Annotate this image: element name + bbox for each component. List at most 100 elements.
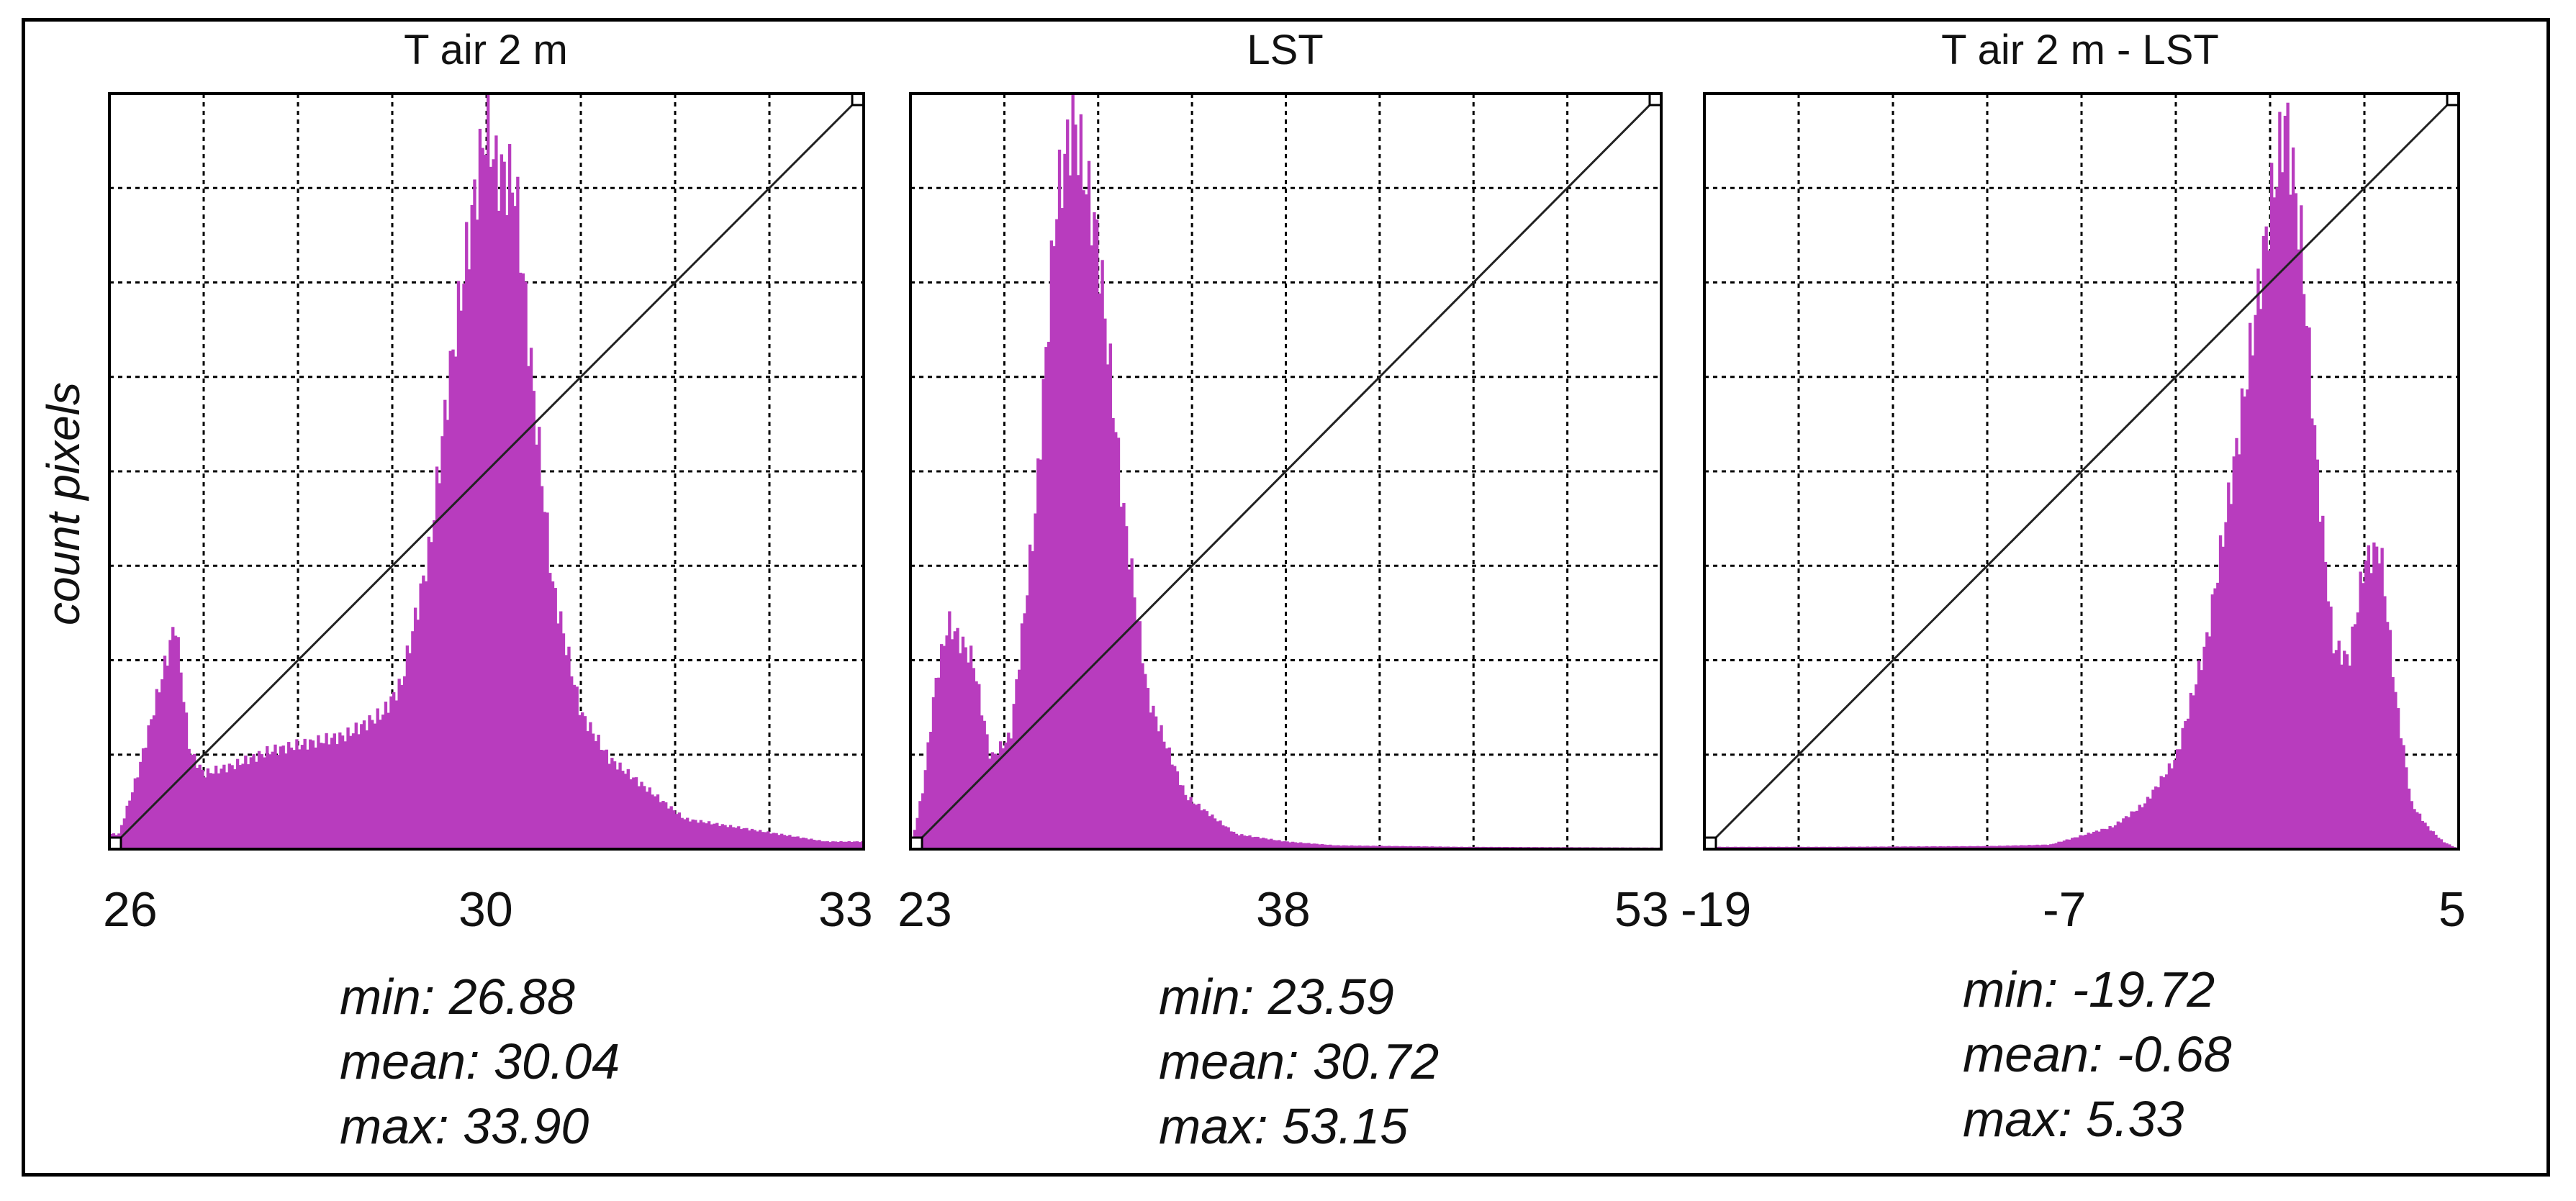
histogram-bar (481, 148, 484, 850)
histogram-bar (2038, 845, 2042, 849)
histogram-bar (473, 179, 476, 849)
histogram-bar (1401, 846, 1404, 849)
histogram-bar (233, 769, 237, 849)
histogram-bar (2043, 844, 2047, 849)
histogram-bar (1090, 245, 1093, 849)
histogram-bar (2426, 826, 2430, 849)
histogram-bar (1981, 846, 1985, 849)
histogram-bar (1036, 458, 1040, 849)
histogram-bar (1183, 794, 1188, 849)
histogram-bar (578, 715, 582, 849)
histogram-bar (513, 206, 517, 849)
histogram-bar (597, 735, 600, 849)
histogram-bar (2192, 695, 2195, 849)
histogram-bar (589, 722, 592, 849)
histogram-bar (685, 817, 690, 849)
histogram-bar (284, 753, 288, 849)
histogram-bar (1194, 805, 1198, 849)
histogram-bar (448, 350, 452, 849)
histogram-bar (1326, 845, 1329, 849)
histogram-bar (2264, 226, 2268, 849)
histogram-bar (2197, 660, 2201, 849)
histogram-bar (1047, 342, 1051, 850)
histogram-bar (327, 744, 331, 849)
histogram-bar (1012, 704, 1016, 849)
histogram-bar (2178, 749, 2182, 849)
histogram-bar (2372, 542, 2376, 849)
histogram-bar (1152, 705, 1155, 849)
histogram-bar (1261, 838, 1265, 849)
histogram-bar (1085, 194, 1088, 849)
histogram-bar (187, 748, 191, 849)
histogram-bar (723, 825, 727, 849)
histogram-bar (1031, 551, 1034, 849)
histogram-bar (844, 841, 849, 849)
histogram-bar (1938, 846, 1942, 849)
histogram-bar (2399, 738, 2403, 849)
histogram-bar (2369, 573, 2373, 849)
histogram-bar (688, 821, 692, 849)
histogram-bar (942, 645, 946, 849)
histogram-bar (591, 733, 595, 849)
histogram-bar (289, 747, 294, 849)
histogram-bar (1342, 845, 1346, 849)
histogram-bar (1301, 843, 1306, 849)
histogram-bar (1393, 846, 1396, 849)
histogram-bar (368, 715, 371, 849)
histogram-bar (2017, 846, 2020, 849)
histogram-bar (559, 611, 563, 849)
histogram-bar (645, 792, 649, 849)
histogram-bar (184, 712, 189, 849)
histogram-bar (2229, 504, 2233, 849)
histogram-bar (459, 310, 463, 850)
histogram-bar (2127, 817, 2130, 849)
histogram-bar (325, 733, 328, 849)
histogram-bar (252, 754, 256, 849)
histogram-plot (909, 92, 1663, 851)
histogram-bar (1285, 841, 1289, 849)
histogram-bar (1963, 846, 1966, 849)
histogram-bar (1409, 846, 1413, 849)
histogram-bar (1360, 846, 1365, 849)
histogram-bar (502, 161, 506, 850)
histogram-bar (672, 810, 676, 849)
histogram-bar (2431, 831, 2435, 849)
histogram-bar (487, 94, 490, 849)
histogram-bar (2068, 839, 2071, 849)
histogram-bar (510, 192, 515, 849)
histogram-bar (1995, 846, 1999, 849)
histogram-bar (2362, 583, 2365, 849)
histogram-bar (1242, 835, 1247, 849)
histogram-bar (1009, 738, 1013, 849)
histogram-bar (1108, 343, 1112, 850)
histogram-bar (1063, 153, 1067, 850)
histogram-bar (823, 841, 827, 849)
histogram-bar (125, 805, 129, 849)
histogram-bar (821, 841, 824, 849)
histogram-bar (1396, 846, 1399, 849)
histogram-bar (2415, 812, 2419, 849)
histogram-bar (405, 645, 410, 849)
x-tick-label: -7 (2043, 882, 2087, 937)
histogram-bar (1237, 835, 1241, 849)
histogram-bar (967, 662, 970, 849)
histogram-bar (311, 740, 315, 849)
histogram-bar (632, 777, 636, 849)
histogram-bar (996, 754, 1000, 849)
histogram-bar (2003, 846, 2007, 849)
histogram-bar (2249, 322, 2252, 849)
histogram-bar (204, 777, 207, 849)
histogram-bar (1318, 844, 1321, 849)
histogram-bar (1355, 846, 1359, 849)
histogram-bar (1264, 838, 1268, 849)
histogram-bar (543, 512, 546, 849)
histogram-bar (779, 833, 784, 849)
histogram-bar (1219, 820, 1222, 849)
stats-block: min: 26.88 mean: 30.04 max: 33.90 (340, 964, 620, 1159)
figure-frame (22, 18, 2550, 1177)
histogram-bar (360, 724, 363, 849)
histogram-bar (227, 763, 232, 849)
histogram-bar (2439, 839, 2444, 849)
stretch-line (1709, 98, 2454, 845)
histogram-bar (694, 820, 697, 849)
